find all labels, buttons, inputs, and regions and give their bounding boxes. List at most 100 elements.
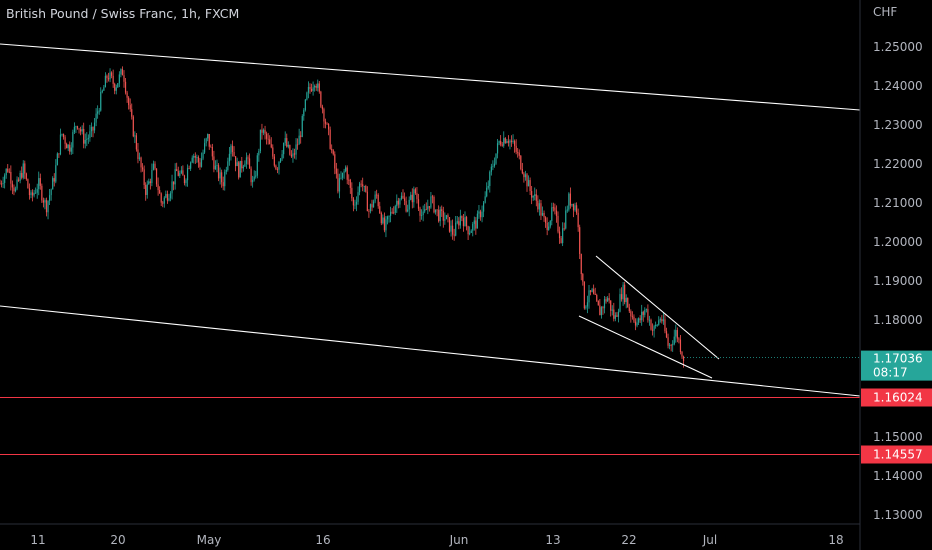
candle — [495, 153, 497, 165]
candle — [213, 150, 215, 173]
candle — [331, 144, 333, 154]
candle-body — [555, 210, 558, 216]
candle — [416, 187, 418, 204]
candle-body — [262, 129, 265, 133]
candle — [433, 195, 435, 214]
candle — [624, 281, 626, 305]
candle — [199, 157, 201, 170]
candle-body — [279, 158, 282, 162]
candle-body — [182, 170, 184, 176]
candle-body — [577, 212, 579, 228]
candle-body — [286, 138, 288, 147]
candle — [255, 170, 257, 179]
candle-body — [518, 152, 520, 156]
candle-body — [341, 172, 344, 178]
candle — [469, 226, 471, 236]
candle — [496, 139, 499, 159]
candle — [579, 224, 581, 260]
candle — [80, 126, 82, 136]
candle-body — [571, 203, 573, 206]
candle-body — [118, 74, 120, 84]
candle — [661, 315, 663, 324]
candle — [633, 314, 635, 323]
candle — [498, 140, 500, 146]
candle — [541, 206, 544, 217]
candle — [393, 206, 395, 215]
candle-body — [199, 162, 201, 167]
candle-body — [160, 193, 162, 203]
candle-body — [300, 135, 302, 137]
candle-body — [400, 195, 403, 200]
candle-body — [501, 144, 503, 146]
candle-body — [658, 320, 660, 325]
candle — [527, 175, 530, 187]
candle-body — [21, 173, 23, 178]
candle — [417, 193, 420, 212]
candle — [123, 70, 125, 88]
candle — [619, 288, 621, 313]
candle-body — [5, 168, 7, 176]
candle — [214, 160, 217, 170]
price-axis[interactable]: 1.25000 1.24000 1.23000 1.22000 1.21000 1.200… — [873, 40, 923, 522]
candle-body — [62, 133, 65, 138]
candle — [235, 156, 237, 172]
candle-body — [371, 204, 373, 208]
candle — [591, 287, 593, 293]
candle — [385, 216, 387, 238]
candle-body — [204, 143, 206, 153]
candle-body — [287, 145, 289, 147]
candle — [64, 135, 66, 150]
candle — [323, 107, 325, 129]
candle-body — [33, 192, 35, 196]
candle — [188, 165, 190, 170]
candle-body — [672, 344, 674, 346]
candle-body — [47, 200, 49, 213]
candle-body — [490, 166, 492, 172]
candle-body — [22, 163, 24, 178]
candle — [149, 178, 151, 190]
candle — [154, 161, 156, 171]
candle — [273, 153, 275, 168]
candle — [76, 125, 79, 130]
candle-body — [90, 126, 93, 132]
candle — [266, 131, 268, 145]
time-axis[interactable]: 11 20 May 16 Jun 13 22 Jul 18 — [30, 533, 843, 547]
candle — [369, 203, 372, 214]
candle — [489, 170, 491, 193]
candle — [245, 152, 248, 169]
candle-body — [151, 169, 153, 184]
candle — [55, 159, 57, 184]
candle-body — [162, 202, 164, 204]
candle — [124, 78, 127, 95]
candle — [318, 81, 320, 94]
candle-body — [661, 319, 663, 322]
candle — [341, 172, 344, 181]
candle — [28, 183, 31, 200]
candle-body — [4, 175, 6, 183]
candle-body — [261, 129, 263, 133]
candle — [142, 163, 144, 172]
candle-body — [408, 199, 410, 210]
candle-body — [267, 138, 269, 140]
candle-body — [534, 194, 536, 196]
candle — [267, 132, 269, 145]
candle-body — [403, 198, 406, 201]
candle-body — [366, 191, 368, 212]
candle — [360, 180, 362, 188]
candle-body — [28, 188, 31, 196]
candle — [224, 169, 226, 191]
candle-body — [59, 134, 62, 155]
candle — [227, 157, 229, 172]
candle — [613, 302, 615, 322]
candle — [650, 318, 652, 331]
candle — [371, 199, 373, 212]
candle-body — [467, 226, 469, 235]
candle-body — [630, 311, 632, 317]
candle — [597, 300, 599, 306]
candle — [419, 206, 421, 222]
candle-body — [197, 157, 199, 163]
candle — [22, 160, 24, 180]
candle — [462, 214, 465, 232]
